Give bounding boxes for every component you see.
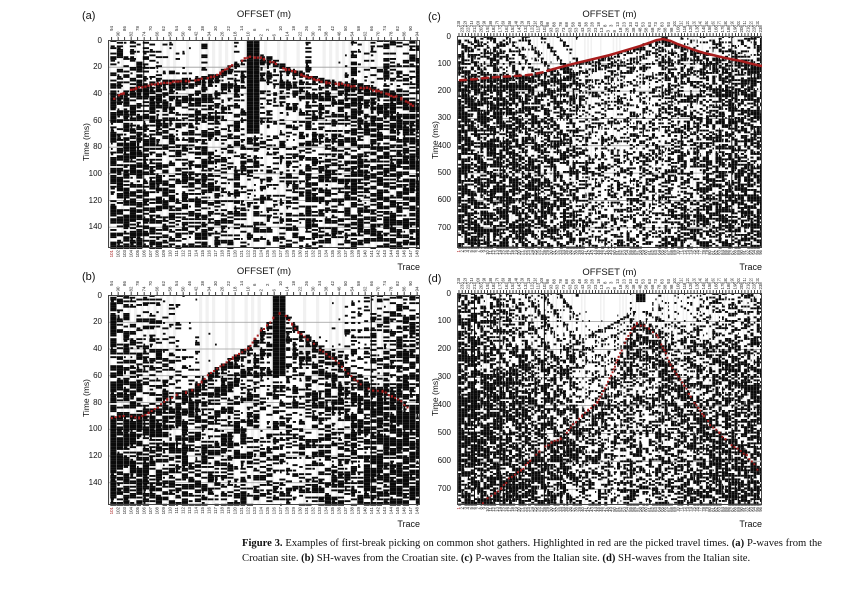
time-tick-label: 20: [93, 62, 102, 72]
caption-bold-part: Figure 3.: [242, 538, 283, 549]
time-tick-label: 600: [437, 456, 451, 466]
time-tick-label: 0: [446, 31, 451, 41]
panel-a-label: (a): [82, 10, 96, 22]
panel-c-offset-axis-title: OFFSET (m): [582, 9, 637, 20]
time-tick-label: 60: [93, 115, 102, 125]
time-tick-label: 80: [93, 397, 102, 407]
panel-b-trace-axis-label: Trace: [397, 519, 420, 529]
time-tick-label: 100: [437, 316, 451, 326]
time-tick-label: 140: [88, 477, 102, 487]
time-tick-label: 100: [88, 168, 102, 178]
time-tick-label: 0: [97, 290, 102, 300]
panel-a-seismic-canvas: [108, 24, 420, 262]
figure-caption: Figure 3. Examples of first-break pickin…: [242, 537, 822, 566]
time-tick-label: 700: [437, 484, 451, 494]
caption-bold-part: (a): [731, 538, 745, 549]
caption-bold-part: (b): [301, 552, 315, 564]
caption-text-part: Examples of first-break picking on commo…: [282, 538, 732, 549]
panel-b-label: (b): [82, 271, 96, 283]
time-tick-label: 80: [93, 142, 102, 152]
panel-c-label: (c): [428, 11, 441, 23]
time-tick-label: 120: [88, 451, 102, 460]
time-tick-label: 140: [88, 222, 102, 232]
time-tick-label: 40: [93, 344, 102, 353]
time-tick-label: 100: [437, 58, 451, 68]
time-tick-label: 0: [446, 288, 451, 298]
panel-d-offset-axis-title: OFFSET (m): [582, 267, 637, 278]
time-tick-label: 700: [437, 222, 451, 232]
caption-bold-part: (c): [460, 552, 473, 564]
time-tick-label: 200: [437, 86, 451, 96]
caption-text-part: SH-waves from the Italian site.: [615, 552, 751, 564]
time-tick-label: 120: [88, 195, 102, 205]
panel-d-trace-axis-label: Trace: [739, 519, 762, 529]
panel-c-seismic-canvas: [457, 21, 762, 262]
time-tick-label: 0: [97, 35, 102, 45]
time-tick-label: 20: [93, 317, 102, 327]
time-tick-label: 500: [437, 168, 451, 178]
caption-text-part: P-waves from the Croatian site.: [242, 538, 823, 564]
time-tick-label: 400: [437, 400, 451, 410]
time-tick-label: 200: [437, 344, 451, 354]
caption-text-part: P-waves from the Italian site.: [472, 552, 603, 564]
time-tick-label: 100: [88, 424, 102, 434]
panel-a-offset-axis-title: OFFSET (m): [236, 9, 292, 20]
time-tick-label: 300: [437, 372, 451, 382]
time-tick-label: 400: [437, 140, 451, 150]
panel-a-trace-axis-label: Trace: [397, 262, 420, 272]
time-tick-label: 60: [93, 370, 102, 380]
panel-d-label: (d): [428, 273, 442, 285]
time-tick-label: 40: [93, 88, 102, 98]
caption-text-part: SH-waves from the Croatian site.: [314, 552, 461, 564]
panel-d-seismic-canvas: [457, 278, 762, 519]
panel-b-seismic-canvas: [108, 279, 420, 519]
time-tick-label: 600: [437, 195, 451, 205]
panel-c-trace-axis-label: Trace: [739, 262, 762, 272]
time-tick-label: 500: [437, 428, 451, 438]
caption-bold-part: (d): [602, 552, 616, 564]
time-tick-label: 300: [437, 113, 451, 123]
panel-b-offset-axis-title: OFFSET (m): [236, 266, 292, 277]
